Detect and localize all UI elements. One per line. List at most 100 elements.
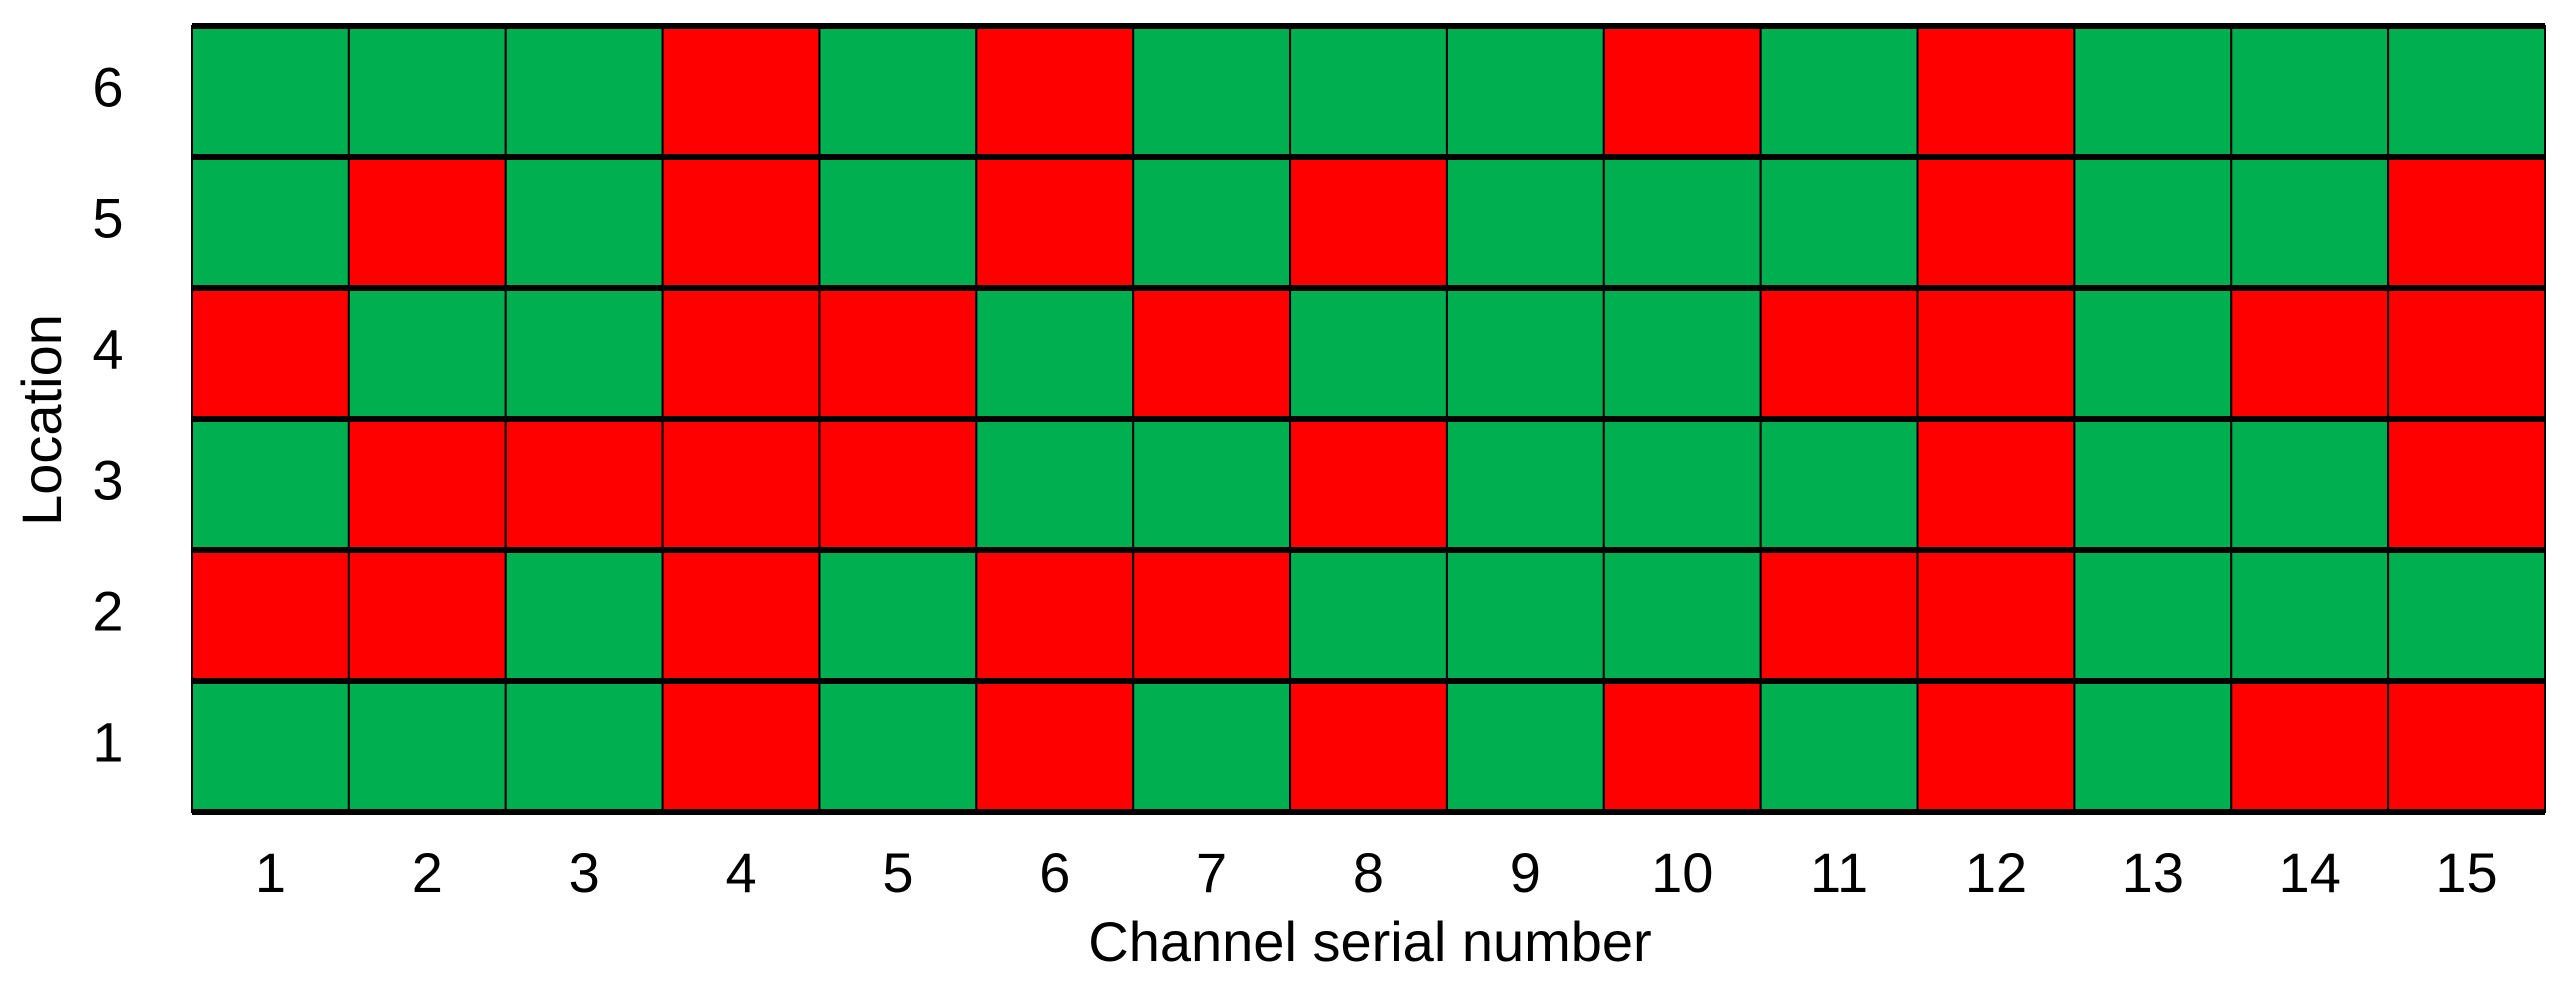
- cell: [1759, 156, 1919, 289]
- cell: [1289, 418, 1448, 551]
- cell: [1289, 156, 1448, 289]
- cell: [2230, 680, 2390, 813]
- cell: [1916, 156, 2076, 289]
- cell: [1132, 25, 1292, 158]
- cell: [1759, 25, 1919, 158]
- cell: [2073, 25, 2233, 158]
- cell: [1916, 25, 2076, 158]
- cell: [2387, 549, 2546, 682]
- cell: [1602, 418, 1762, 551]
- cell: [2073, 156, 2233, 289]
- cell: [818, 287, 978, 420]
- cell: [1759, 418, 1919, 551]
- cell: [1759, 549, 1919, 682]
- cell: [2073, 418, 2233, 551]
- x-tick-label: 8: [1353, 841, 1384, 904]
- cell: [1132, 287, 1292, 420]
- cell: [1602, 156, 1762, 289]
- cell: [975, 680, 1135, 813]
- cell: [661, 287, 821, 420]
- x-tick-label: 1: [255, 841, 286, 904]
- cell: [191, 287, 350, 420]
- cell: [1445, 549, 1605, 682]
- x-tick-label: 2: [412, 841, 443, 904]
- cell: [2073, 549, 2233, 682]
- cell: [504, 156, 664, 289]
- cell: [2230, 156, 2390, 289]
- cell: [2387, 418, 2546, 551]
- cell: [818, 418, 978, 551]
- y-tick-label: 5: [92, 186, 123, 249]
- cell: [1445, 418, 1605, 551]
- cell: [1445, 156, 1605, 289]
- cell: [2230, 25, 2390, 158]
- cell: [1132, 549, 1292, 682]
- cell: [1916, 680, 2076, 813]
- cell: [661, 418, 821, 551]
- cell: [2387, 156, 2546, 289]
- cell: [2073, 680, 2233, 813]
- y-axis-label: Location: [10, 314, 73, 526]
- cell: [347, 549, 507, 682]
- cell: [1132, 418, 1292, 551]
- cell: [504, 418, 664, 551]
- cell: [2387, 680, 2546, 813]
- y-tick-label: 1: [92, 710, 123, 773]
- cell: [1759, 287, 1919, 420]
- cell: [1445, 680, 1605, 813]
- x-tick-label: 3: [569, 841, 600, 904]
- cell: [2387, 25, 2546, 158]
- cell: [504, 680, 664, 813]
- x-tick-label: 11: [1810, 841, 1868, 904]
- cell: [975, 25, 1135, 158]
- x-tick-label: 5: [882, 841, 913, 904]
- cell: [1759, 680, 1919, 813]
- cell: [1916, 549, 2076, 682]
- x-tick-label: 6: [1039, 841, 1070, 904]
- cell: [661, 549, 821, 682]
- cell: [2230, 287, 2390, 420]
- cell: [1602, 25, 1762, 158]
- cell: [347, 25, 507, 158]
- cell: [818, 680, 978, 813]
- cell: [1602, 680, 1762, 813]
- cell: [1916, 418, 2076, 551]
- x-tick-label: 4: [725, 841, 756, 904]
- cell: [2387, 287, 2546, 420]
- cell: [1445, 287, 1605, 420]
- x-tick-label: 9: [1510, 841, 1541, 904]
- x-tick-label: 14: [2279, 841, 2341, 904]
- cell: [1602, 287, 1762, 420]
- x-tick-label: 13: [2122, 841, 2184, 904]
- cell: [2230, 549, 2390, 682]
- cell: [191, 156, 350, 289]
- cell: [1916, 287, 2076, 420]
- cell: [2230, 418, 2390, 551]
- cell: [1132, 156, 1292, 289]
- cell: [191, 549, 350, 682]
- cell: [975, 156, 1135, 289]
- cell: [504, 549, 664, 682]
- cell: [191, 25, 350, 158]
- cell: [1289, 680, 1448, 813]
- cell: [504, 25, 664, 158]
- x-tick-label: 15: [2435, 841, 2497, 904]
- cell: [1289, 549, 1448, 682]
- cell: [347, 287, 507, 420]
- cell: [818, 549, 978, 682]
- cell: [1445, 25, 1605, 158]
- x-tick-label: 12: [1965, 841, 2027, 904]
- cell: [661, 156, 821, 289]
- y-tick-label: 2: [92, 579, 123, 642]
- y-tick-label: 6: [92, 55, 123, 118]
- cell: [661, 25, 821, 158]
- x-tick-label: 7: [1196, 841, 1227, 904]
- cell: [1289, 25, 1448, 158]
- cell: [191, 418, 350, 551]
- cell: [975, 418, 1135, 551]
- cell: [347, 156, 507, 289]
- cell: [661, 680, 821, 813]
- cell: [818, 25, 978, 158]
